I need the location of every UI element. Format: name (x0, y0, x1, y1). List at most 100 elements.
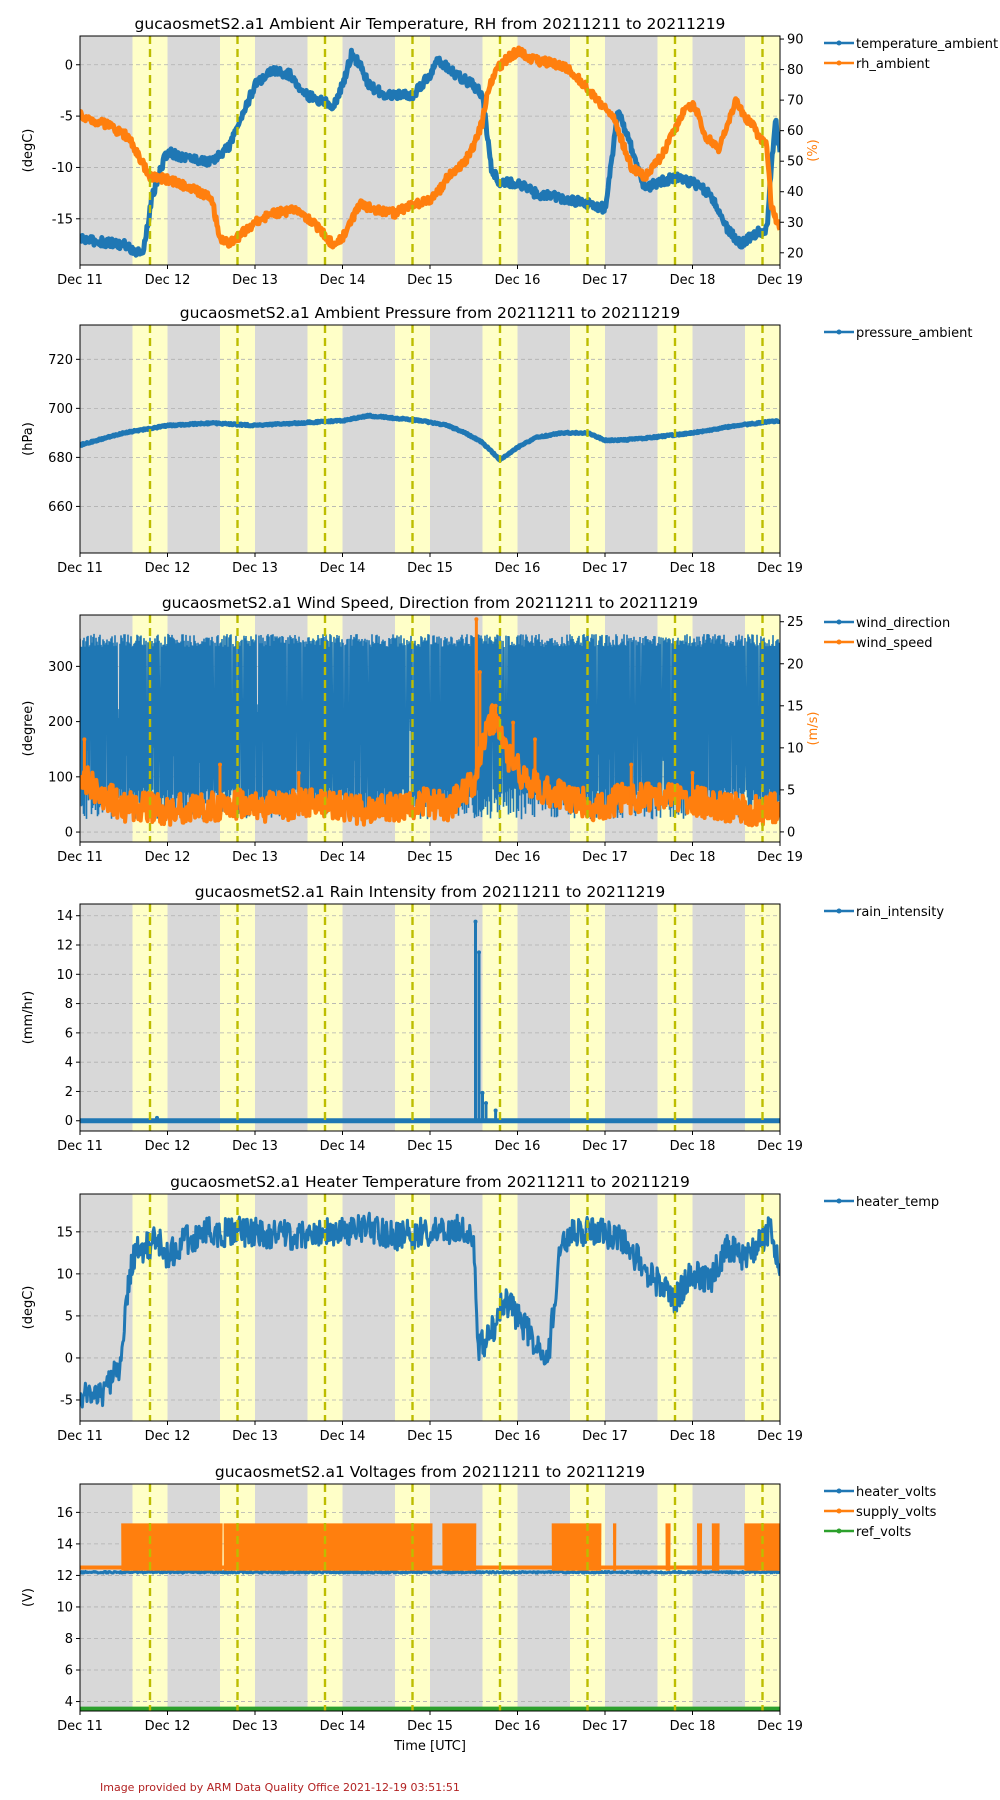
y-tick-label: 0 (65, 1114, 73, 1129)
series-supply-volts-block (613, 1523, 617, 1571)
series-wind-speed-spike-point (296, 771, 301, 776)
x-tick-label: Dec 18 (670, 561, 716, 576)
y-axis-label: (V) (21, 1588, 36, 1607)
series-supply-volts-block (711, 1523, 720, 1571)
x-tick-label: Dec 17 (582, 1719, 628, 1734)
x-tick-label: Dec 19 (757, 1719, 803, 1734)
series-supply-volts-block (223, 1523, 433, 1571)
y-tick-label: -10 (52, 161, 73, 176)
series-rain-intensity-spike-point (473, 919, 478, 924)
x-tick-label: Dec 11 (57, 561, 103, 576)
footer-credit: Image provided by ARM Data Quality Offic… (100, 1781, 460, 1794)
x-tick-label: Dec 19 (757, 850, 803, 865)
y2-tick-label: 70 (787, 94, 804, 109)
y2-tick-label: 20 (787, 657, 804, 672)
legend-label: ref_volts (856, 1525, 911, 1540)
y2-axis-label: (m/s) (806, 712, 821, 746)
plot-area (80, 45, 780, 258)
x-tick-label: Dec 17 (582, 850, 628, 865)
y-axis-label: (degree) (21, 701, 36, 757)
series-supply-volts-block (442, 1523, 477, 1571)
x-tick-label: Dec 13 (232, 561, 278, 576)
daytime-band (570, 36, 605, 265)
series-wind-speed-spike-point (629, 762, 634, 767)
daytime-band (395, 36, 430, 265)
daytime-band (307, 1484, 343, 1711)
series-rain-intensity-spike-point (480, 1090, 485, 1095)
y2-tick-label: 50 (787, 155, 804, 170)
y-tick-label: 700 (48, 402, 73, 417)
y2-axis-label: (%) (806, 139, 821, 162)
y-tick-label: 0 (65, 58, 73, 73)
x-tick-label: Dec 18 (670, 1429, 716, 1444)
daytime-band (395, 1484, 430, 1711)
series-wind-direction (80, 633, 780, 820)
series-wind-speed-spike-point (218, 762, 222, 767)
legend: heater_volts supply_volts ref_volts (824, 1485, 937, 1540)
x-tick-label: Dec 13 (232, 1139, 278, 1154)
legend-marker (836, 329, 842, 335)
legend-marker (836, 908, 842, 914)
y-tick-label: 15 (56, 1225, 73, 1240)
daytime-band (220, 904, 255, 1131)
x-tick-label: Dec 15 (407, 1429, 453, 1444)
x-tick-label: Dec 16 (495, 1139, 541, 1154)
chart-title: gucaosmetS2.a1 Heater Temperature from 2… (170, 1173, 690, 1191)
y2-tick-label: 30 (787, 216, 804, 231)
y-tick-label: 300 (48, 660, 73, 675)
y-tick-label: 10 (56, 968, 73, 983)
x-tick-label: Dec 19 (757, 1139, 803, 1154)
y2-tick-label: 40 (787, 185, 804, 200)
series-wind-speed-spike-point (533, 737, 537, 742)
legend: temperature_ambient rh_ambient (824, 37, 998, 72)
y-tick-label: 10 (56, 1600, 73, 1615)
x-tick-label: Dec 19 (757, 1429, 803, 1444)
x-tick-label: Dec 14 (320, 273, 366, 288)
daytime-band (482, 1484, 518, 1711)
y-tick-label: 0 (65, 1351, 73, 1366)
y2-tick-label: 0 (787, 825, 795, 840)
daytime-band (307, 904, 343, 1131)
daytime-band (395, 904, 430, 1131)
series-wind-speed-spike-point (477, 670, 482, 675)
x-tick-label: Dec 11 (57, 1429, 103, 1444)
x-tick-label: Dec 16 (495, 561, 541, 576)
daytime-band (745, 1484, 780, 1711)
x-tick-label: Dec 14 (320, 850, 366, 865)
y2-tick-label: 10 (787, 741, 804, 756)
y-tick-label: 14 (56, 909, 73, 924)
chart-title: gucaosmetS2.a1 Voltages from 20211211 to… (215, 1463, 645, 1481)
x-tick-label: Dec 19 (757, 561, 803, 576)
y-tick-label: 6 (65, 1664, 73, 1679)
plot-area (80, 617, 780, 828)
y-tick-label: 4 (65, 1695, 73, 1710)
y-tick-label: 16 (56, 1506, 73, 1521)
legend: heater_temp (824, 1195, 939, 1210)
series-supply-volts-block (697, 1523, 703, 1571)
legend-label: supply_volts (856, 1505, 937, 1520)
x-tick-label: Dec 11 (57, 850, 103, 865)
y2-tick-label: 15 (787, 699, 804, 714)
legend: rain_intensity (824, 905, 944, 920)
x-tick-label: Dec 14 (320, 561, 366, 576)
series-heater-volts (80, 1570, 780, 1575)
legend-marker (836, 1198, 842, 1204)
daytime-band (132, 1484, 168, 1711)
y-tick-label: 0 (65, 826, 73, 841)
x-tick-label: Dec 15 (407, 850, 453, 865)
daytime-band (132, 904, 168, 1131)
plot-area (80, 412, 780, 463)
x-tick-label: Dec 14 (320, 1139, 366, 1154)
chart-panel-2: 660 680 700 720 Dec 11 Dec 12 Dec 13 Dec 14 Dec … (21, 304, 972, 576)
series-rain-intensity-spike-point (484, 1101, 488, 1106)
series-wind-speed-spike-point (474, 617, 479, 622)
series-rh-ambient (80, 45, 780, 250)
daytime-band (220, 1484, 255, 1711)
x-tick-label: Dec 15 (407, 273, 453, 288)
legend-label: pressure_ambient (856, 326, 972, 341)
x-tick-label: Dec 18 (670, 273, 716, 288)
series-pressure-ambient (80, 412, 780, 463)
daytime-band (570, 904, 605, 1131)
chart-title: gucaosmetS2.a1 Ambient Air Temperature, … (135, 15, 726, 33)
